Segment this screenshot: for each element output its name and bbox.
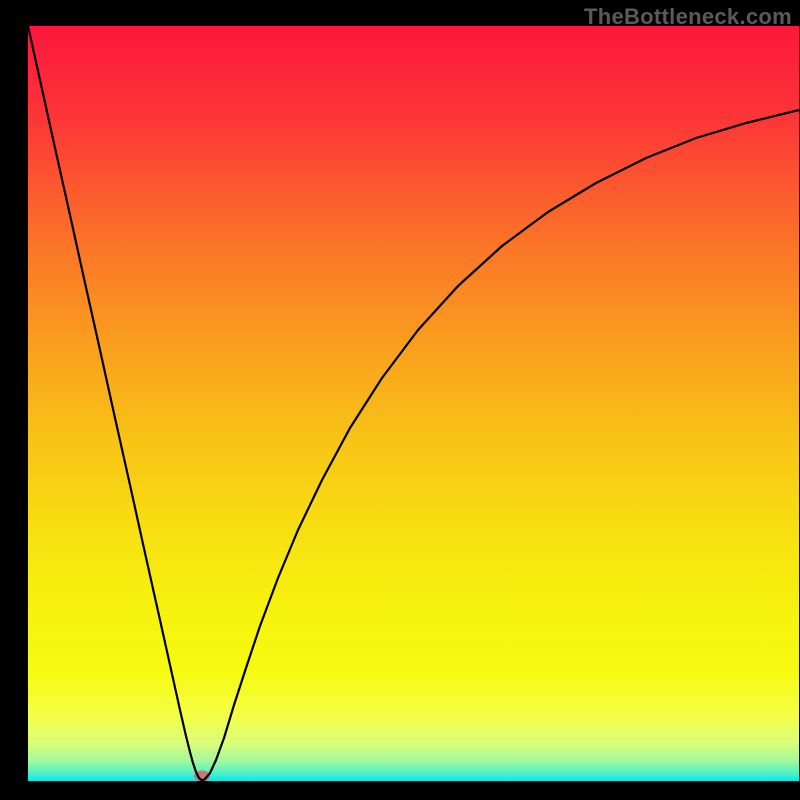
chart-curve-layer [28,26,799,781]
bottleneck-curve [28,26,799,781]
watermark-text: TheBottleneck.com [584,4,792,30]
plot-area [28,26,799,781]
